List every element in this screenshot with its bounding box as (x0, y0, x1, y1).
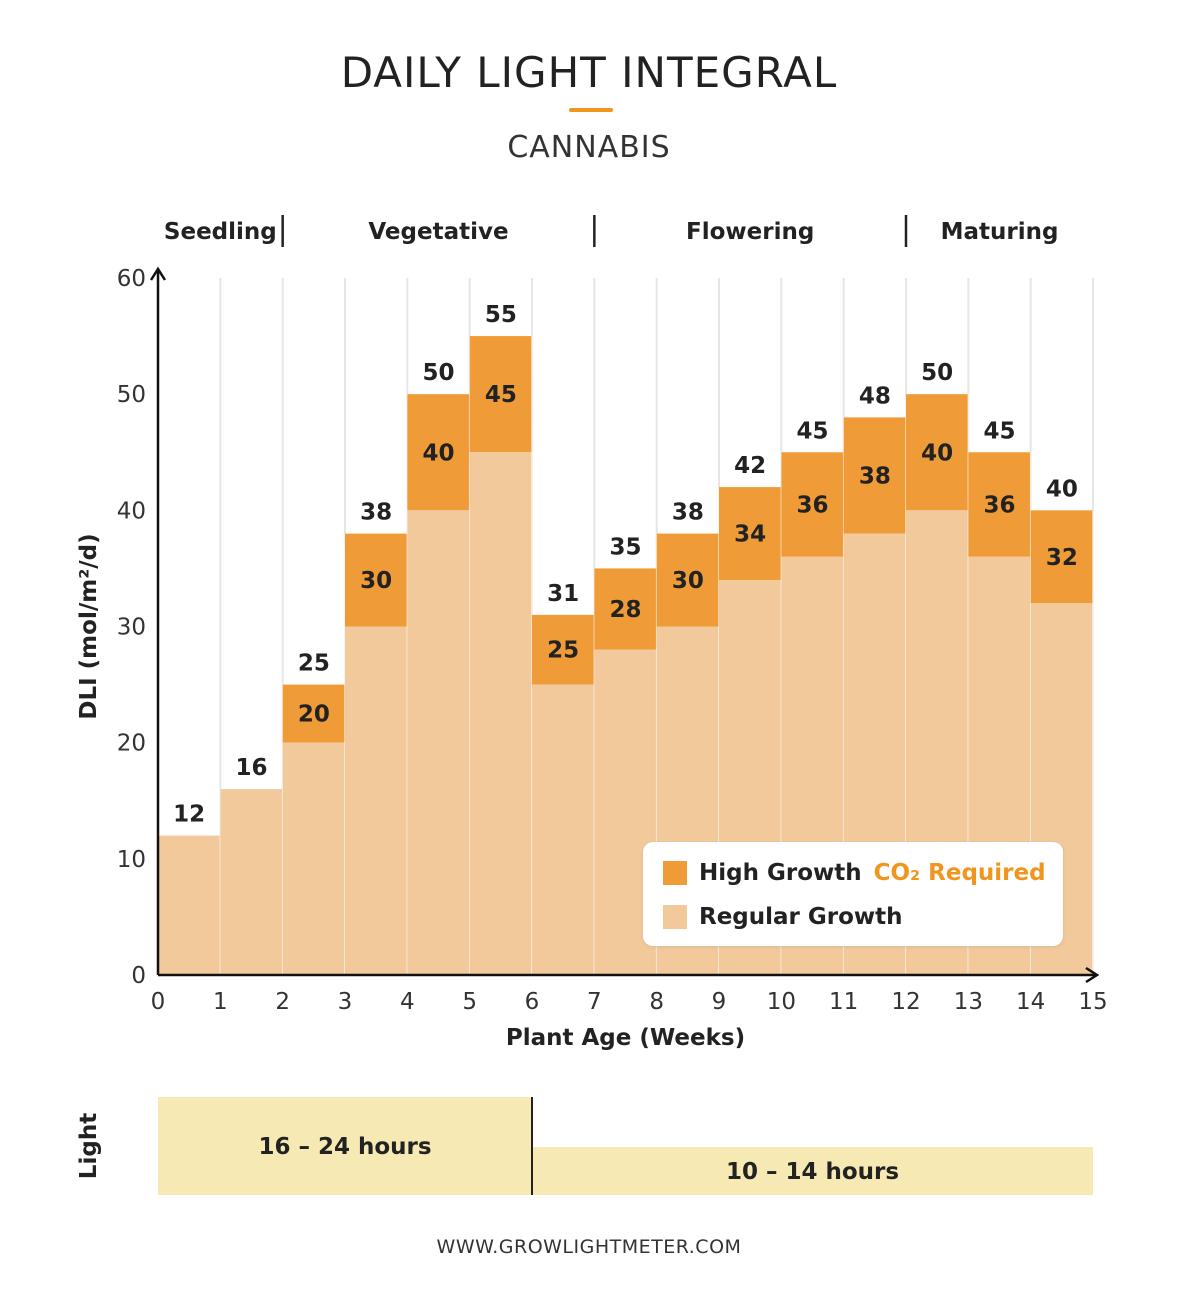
chart-legend: High Growth CO₂ Required Regular Growth (643, 842, 1063, 946)
bar-high-week-3 (282, 684, 345, 743)
bar-high-week-11 (781, 452, 844, 557)
bar-high-week-14 (968, 452, 1031, 557)
title-accent-line (569, 108, 613, 112)
data-label-high-week-15: 40 (1046, 476, 1078, 502)
x-axis-arrow (1085, 966, 1100, 984)
x-tick-label-5: 5 (462, 989, 477, 1015)
legend-item-high: High Growth CO₂ Required (663, 860, 1046, 886)
legend-label-regular: Regular Growth (699, 904, 903, 930)
y-tick-label-20: 20 (117, 731, 146, 757)
x-tick-label-10: 10 (767, 989, 796, 1015)
x-tick-label-2: 2 (275, 989, 290, 1015)
x-tick-label-3: 3 (338, 989, 353, 1015)
data-label-high-week-9: 38 (672, 500, 704, 526)
x-tick-label-8: 8 (649, 989, 664, 1015)
x-tick-label-7: 7 (587, 989, 602, 1015)
x-tick-label-0: 0 (151, 989, 166, 1015)
legend-label-high: High Growth (699, 860, 862, 886)
data-label-regular-week-13: 40 (921, 440, 953, 466)
legend-swatch-regular (663, 905, 687, 929)
data-label-high-week-3: 25 (298, 651, 330, 677)
data-label-regular-week-12: 38 (859, 463, 891, 489)
bar-regular-week-6 (469, 452, 532, 975)
data-label-regular-week-11: 36 (796, 493, 828, 519)
light-band-1 (158, 1097, 532, 1195)
bar-regular-week-1 (158, 835, 221, 975)
light-axis-label: Light (76, 1113, 102, 1179)
x-tick-label-13: 13 (954, 989, 983, 1015)
bar-high-week-9 (656, 533, 719, 627)
x-tick-label-4: 4 (400, 989, 415, 1015)
stage-label-maturing: Maturing (941, 219, 1059, 245)
bar-high-week-13 (906, 394, 969, 511)
data-label-high-week-6: 55 (485, 302, 517, 328)
y-tick-label-40: 40 (117, 498, 146, 524)
data-label-high-week-2: 16 (235, 755, 267, 781)
data-label-regular-week-3: 20 (298, 702, 330, 728)
data-label-high-week-11: 45 (796, 418, 828, 444)
bar-high-week-12 (843, 417, 906, 534)
data-label-high-week-14: 45 (983, 418, 1015, 444)
bar-high-week-5 (407, 394, 470, 511)
x-tick-label-14: 14 (1016, 989, 1045, 1015)
data-label-high-week-8: 35 (609, 534, 641, 560)
x-tick-label-9: 9 (712, 989, 727, 1015)
light-band-label-2: 10 – 14 hours (726, 1159, 899, 1185)
data-label-high-week-4: 38 (360, 500, 392, 526)
y-axis-arrow (149, 266, 167, 281)
legend-swatch-high (663, 861, 687, 885)
x-tick-label-6: 6 (525, 989, 540, 1015)
bar-high-week-7 (532, 614, 595, 685)
stage-label-seedling: Seedling (164, 219, 277, 245)
x-tick-label-12: 12 (891, 989, 920, 1015)
bar-high-week-10 (719, 487, 782, 581)
data-label-regular-week-7: 25 (547, 638, 579, 664)
bar-regular-week-5 (407, 510, 470, 975)
y-tick-label-30: 30 (117, 615, 146, 641)
bar-high-week-8 (594, 568, 657, 650)
data-label-high-week-1: 12 (173, 802, 205, 828)
legend-label-co2: CO₂ Required (873, 860, 1046, 886)
data-label-high-week-12: 48 (859, 383, 891, 409)
y-tick-label-0: 0 (131, 963, 146, 989)
legend-item-regular: Regular Growth (663, 904, 903, 930)
data-label-regular-week-9: 30 (672, 568, 704, 594)
bar-regular-week-3 (282, 742, 345, 975)
data-label-regular-week-6: 45 (485, 382, 517, 408)
chart-title: DAILY LIGHT INTEGRAL (340, 48, 838, 97)
x-tick-label-11: 11 (829, 989, 858, 1015)
x-tick-label-1: 1 (213, 989, 228, 1015)
stage-label-flowering: Flowering (686, 219, 814, 245)
data-label-high-week-13: 50 (921, 360, 953, 386)
data-label-regular-week-14: 36 (983, 493, 1015, 519)
data-label-high-week-5: 50 (422, 360, 454, 386)
light-band-label-1: 16 – 24 hours (258, 1134, 431, 1160)
bar-regular-week-4 (345, 626, 408, 975)
data-label-regular-week-15: 32 (1046, 545, 1078, 571)
data-label-regular-week-10: 34 (734, 522, 766, 548)
stage-label-vegetative: Vegetative (368, 219, 508, 245)
y-tick-label-60: 60 (117, 266, 146, 292)
data-label-regular-week-4: 30 (360, 568, 392, 594)
data-label-regular-week-5: 40 (422, 440, 454, 466)
footer-url: WWW.GROWLIGHTMETER.COM (436, 1236, 742, 1258)
bar-regular-week-2 (220, 789, 283, 975)
bar-high-week-6 (469, 336, 532, 453)
data-label-high-week-7: 31 (547, 581, 579, 607)
light-band-2 (532, 1147, 1093, 1195)
bar-high-week-15 (1030, 510, 1093, 604)
y-tick-label-10: 10 (117, 847, 146, 873)
data-label-high-week-10: 42 (734, 453, 766, 479)
y-tick-label-50: 50 (117, 382, 146, 408)
x-axis-label: Plant Age (Weeks) (506, 1025, 745, 1051)
bar-regular-week-7 (532, 684, 595, 975)
y-axis-label: DLI (mol/m²/d) (76, 533, 102, 719)
bar-high-week-4 (345, 533, 408, 627)
x-tick-label-15: 15 (1078, 989, 1107, 1015)
data-label-regular-week-8: 28 (609, 597, 641, 623)
chart-subtitle: CANNABIS (507, 130, 671, 165)
